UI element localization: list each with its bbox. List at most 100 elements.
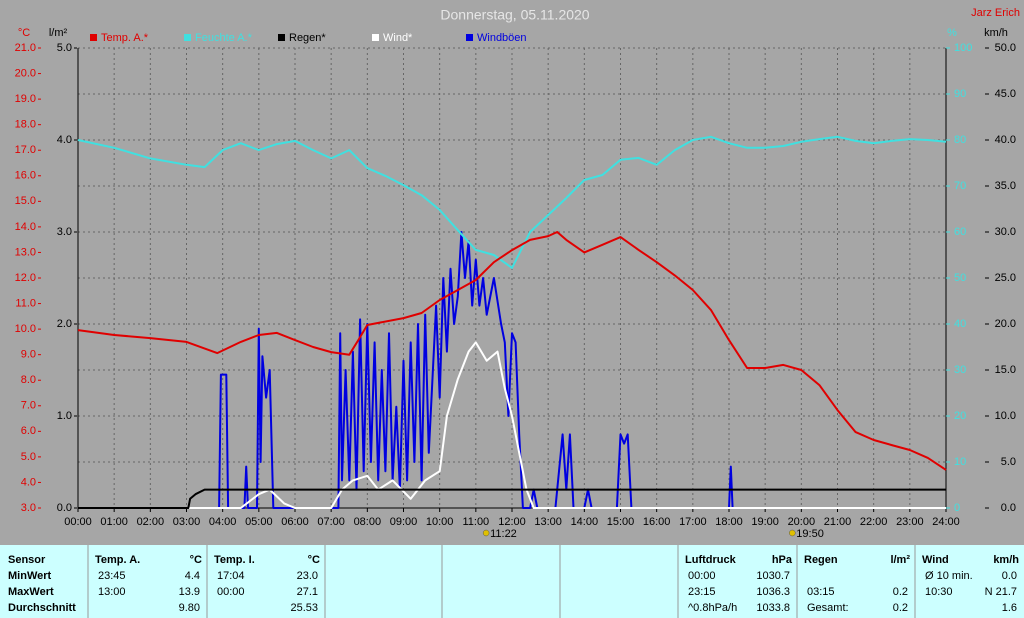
summary-value: 4.4: [185, 570, 200, 582]
y-tick-label: 21.0: [15, 42, 36, 54]
summary-header-unit: km/h: [993, 554, 1019, 566]
legend-label: Feuchte A.*: [195, 32, 253, 44]
y-tick-label: 5.0: [1001, 456, 1016, 468]
x-tick-label: 15:00: [607, 516, 635, 528]
y-tick-label: 0: [954, 502, 960, 514]
series-line: [78, 341, 946, 509]
chart-title: Donnerstag, 05.11.2020: [440, 7, 589, 23]
y-tick-label: 70: [954, 180, 966, 192]
y-tick-label: 7.0: [21, 400, 36, 412]
summary-row-label: Durchschnitt: [8, 602, 76, 614]
y-tick-label: 3.0: [57, 226, 72, 238]
summary-header-unit: °C: [190, 554, 202, 566]
summary-cell: 13:00: [98, 586, 126, 598]
y-tick-label: 60: [954, 226, 966, 238]
series-line: [78, 488, 946, 509]
annotation-icon: [789, 529, 796, 537]
y3-axis-label: %: [947, 27, 957, 39]
summary-cell: ^0.8hPa/h: [688, 602, 737, 614]
x-tick-label: 08:00: [354, 516, 382, 528]
y-tick-label: 4.0: [57, 134, 72, 146]
summary-value: 1030.7: [756, 570, 790, 582]
summary-value: 1033.8: [756, 602, 790, 614]
legend-label: Temp. A.*: [101, 32, 149, 44]
summary-cell: 00:00: [688, 570, 716, 582]
y-tick-label: 80: [954, 134, 966, 146]
summary-cell: 23:15: [688, 586, 716, 598]
y-tick-label: 10.0: [995, 410, 1016, 422]
y-tick-label: 90: [954, 88, 966, 100]
summary-value: 1.6: [1002, 602, 1017, 614]
legend-label: Regen*: [289, 32, 326, 44]
x-tick-label: 09:00: [390, 516, 418, 528]
summary-value: 0.0: [1002, 570, 1017, 582]
legend-label: Windböen: [477, 32, 527, 44]
y-tick-label: 15.0: [15, 195, 36, 207]
y-tick-label: 12.0: [15, 272, 36, 284]
legend-swatch: [466, 34, 473, 41]
y-tick-label: 2.0: [57, 318, 72, 330]
summary-header: Regen: [804, 554, 838, 566]
y-tick-label: 17.0: [15, 144, 36, 156]
x-tick-label: 16:00: [643, 516, 671, 528]
y-tick-label: 50: [954, 272, 966, 284]
summary-row-label: MinWert: [8, 570, 52, 582]
legend-swatch: [372, 34, 379, 41]
series-line: [78, 231, 946, 509]
series-line: [77, 135, 947, 269]
author: Jarz Erich: [971, 7, 1020, 19]
x-tick-label: 11:00: [462, 516, 489, 528]
x-tick-label: 01:00: [100, 516, 128, 528]
x-tick-label: 22:00: [860, 516, 888, 528]
x-tick-label: 24:00: [932, 516, 960, 528]
y-tick-label: 10.0: [15, 323, 36, 335]
summary-cell: 23:45: [98, 570, 126, 582]
y-tick-label: 30: [954, 364, 966, 376]
x-tick-label: 10:00: [426, 516, 454, 528]
x-tick-label: 00:00: [64, 516, 92, 528]
y4-axis-label: km/h: [984, 27, 1008, 39]
x-tick-label: 03:00: [173, 516, 201, 528]
summary-cell: 03:15: [807, 586, 835, 598]
summary-value: 0.2: [893, 586, 908, 598]
x-tick-label: 17:00: [679, 516, 707, 528]
y-tick-label: 1.0: [57, 410, 72, 422]
x-tick-label: 21:00: [824, 516, 852, 528]
y-tick-label: 16.0: [15, 170, 36, 182]
summary-cell: 00:00: [217, 586, 245, 598]
x-tick-label: 12:00: [498, 516, 526, 528]
y-tick-label: 19.0: [15, 93, 36, 105]
summary-row-label: MaxWert: [8, 586, 54, 598]
y-tick-label: 6.0: [21, 425, 36, 437]
x-tick-label: 14:00: [571, 516, 599, 528]
summary-value: N 21.7: [985, 586, 1017, 598]
summary-header: Wind: [922, 554, 949, 566]
x-tick-label: 23:00: [896, 516, 924, 528]
x-tick-label: 05:00: [245, 516, 273, 528]
y-tick-label: 10: [954, 456, 966, 468]
y-tick-label: 35.0: [995, 180, 1016, 192]
x-tick-label: 07:00: [317, 516, 345, 528]
summary-value: 9.80: [179, 602, 200, 614]
x-tick-label: 20:00: [788, 516, 816, 528]
summary-value: 23.0: [297, 570, 318, 582]
legend-swatch: [90, 34, 97, 41]
y2-axis-label: l/m²: [49, 27, 68, 39]
summary-panel: [0, 545, 1024, 618]
y-tick-label: 20.0: [995, 318, 1016, 330]
y-tick-label: 5.0: [21, 451, 36, 463]
y-tick-label: 4.0: [21, 476, 36, 488]
summary-cell: Ø 10 min.: [925, 570, 973, 582]
y-tick-label: 15.0: [995, 364, 1016, 376]
x-tick-label: 18:00: [715, 516, 743, 528]
summary-cell: 17:04: [217, 570, 245, 582]
summary-header: Temp. A.: [95, 554, 140, 566]
y-tick-label: 20: [954, 410, 966, 422]
summary-value: 13.9: [179, 586, 200, 598]
y-tick-label: 5.0: [57, 42, 72, 54]
y-tick-label: 8.0: [21, 374, 36, 386]
summary-value: 0.2: [893, 602, 908, 614]
y-tick-label: 13.0: [15, 246, 36, 258]
summary-row-label: Sensor: [8, 554, 46, 566]
annotation: 19:50: [796, 528, 824, 540]
